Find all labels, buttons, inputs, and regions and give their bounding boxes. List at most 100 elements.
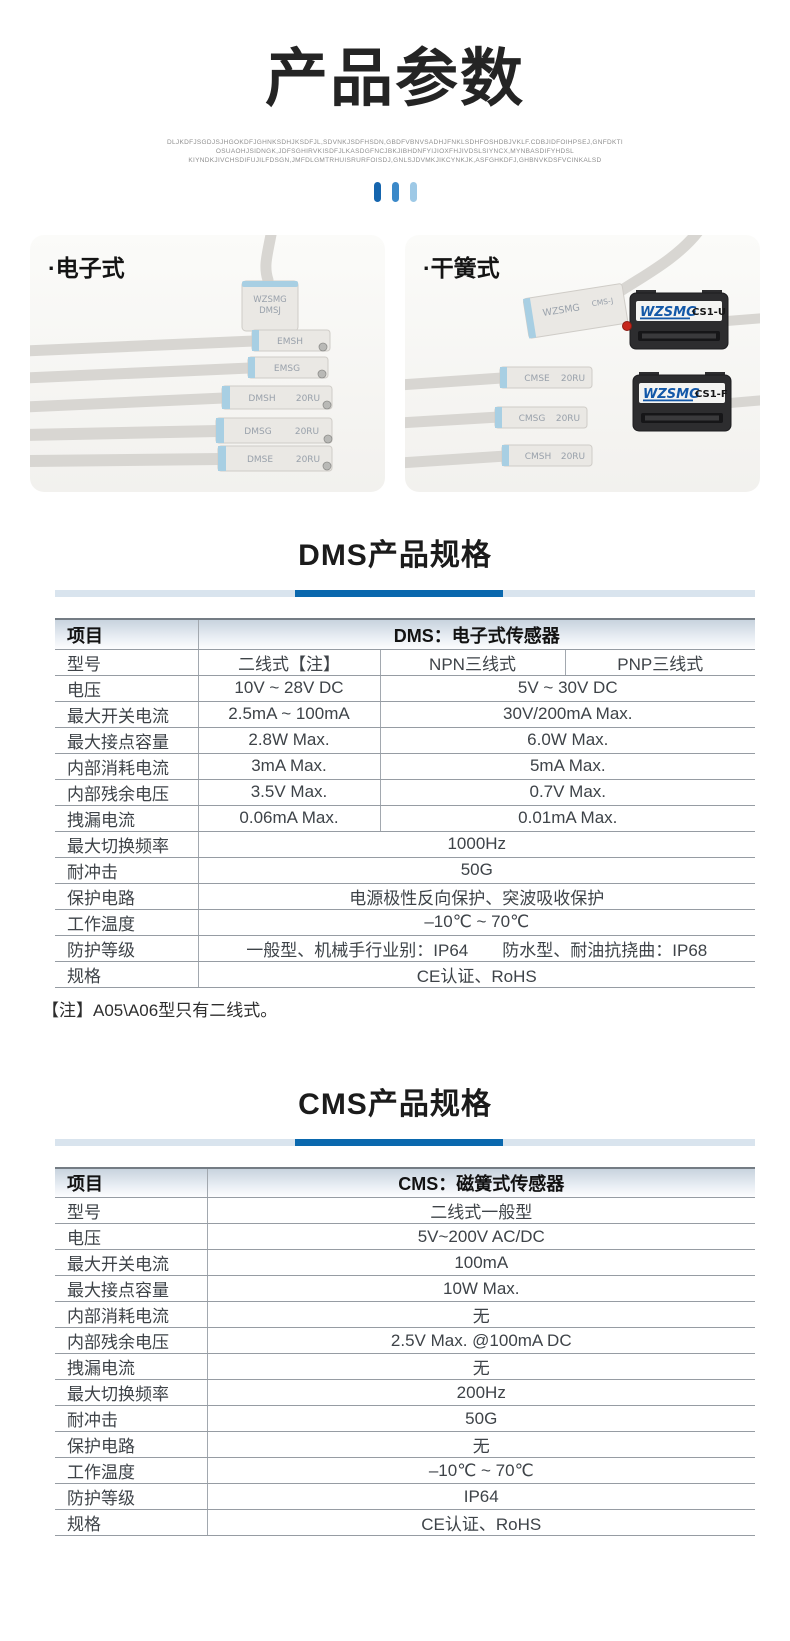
- spec-value: 30V/200mA Max.: [379, 701, 756, 728]
- spec-label: 最大开关电流: [55, 701, 198, 728]
- spec-label: 内部残余电压: [55, 779, 198, 806]
- spec-value: PNP三线式: [564, 649, 756, 676]
- spec-header-product: CMS：磁簧式传感器: [206, 1167, 755, 1199]
- spec-value: 2.5mA ~ 100mA: [197, 701, 380, 728]
- spec-value: NPN三线式: [379, 649, 565, 676]
- sensor-model-label: DMSE: [247, 455, 273, 465]
- spec-value: 100mA: [206, 1249, 755, 1277]
- spec-row: 型号 二线式一般型: [55, 1197, 755, 1225]
- spec-row: 规格 CE认证、RoHS: [55, 1509, 755, 1537]
- spec-value: 3mA Max.: [197, 753, 380, 780]
- spec-row: 内部残余电压 3.5V Max. 0.7V Max.: [55, 779, 756, 806]
- cms-spec-table: 项目 CMS：磁簧式传感器 型号 二线式一般型 电压 5V~200V AC/DC 最大开关电…: [55, 1166, 755, 1537]
- screw-icon: [318, 342, 328, 352]
- spec-value: 二线式一般型: [206, 1197, 755, 1225]
- sensor-model-label: CMSG: [519, 414, 546, 424]
- cable: [405, 372, 508, 391]
- spec-label: 工作温度: [55, 1457, 207, 1485]
- tagline-line-1: DLJKDFJSGDJSJHGOKDFJGHNKSDHJKSDFJL,SDVNK…: [167, 139, 623, 147]
- spec-value: 5V ~ 30V DC: [379, 675, 756, 702]
- spec-row: 型号 二线式【注】 NPN三线式 PNP三线式: [55, 649, 756, 676]
- sensor-emsh: EMSH: [251, 329, 331, 352]
- dms-footnote: 【注】A05\A06型只有二线式。: [42, 1000, 278, 1020]
- sensor-dmse: DMSE 20RU: [217, 445, 333, 472]
- spec-label: 内部消耗电流: [55, 1301, 207, 1329]
- spec-value: –10℃ ~ 70℃: [206, 1457, 755, 1485]
- spec-value: 0.01mA Max.: [379, 805, 756, 832]
- spec-label: 最大开关电流: [55, 1249, 207, 1277]
- sensor-dmsh: DMSH 20RU: [221, 385, 333, 410]
- sensor-size-label: 20RU: [561, 374, 585, 384]
- spec-label: 拽漏电流: [55, 805, 198, 832]
- spec-row: 最大切换频率 200Hz: [55, 1379, 755, 1407]
- sensor-model-label: CMS-J: [591, 296, 614, 308]
- spec-header-product: DMS：电子式传感器: [197, 619, 756, 650]
- spec-row: 最大接点容量 10W Max.: [55, 1275, 755, 1303]
- spec-value: 无: [206, 1353, 755, 1381]
- spec-value: 2.5V Max. @100mA DC: [206, 1327, 755, 1355]
- sensor-cmse: CMSE 20RU: [499, 366, 593, 389]
- cable: [725, 395, 760, 409]
- sensor-model-label: DMSH: [248, 394, 275, 404]
- accent-dot-icon: [391, 182, 399, 203]
- spec-row: 保护电路无: [55, 1431, 755, 1459]
- sensor-model-label: CMSH: [525, 452, 552, 462]
- spec-value: 5V~200V AC/DC: [206, 1223, 755, 1251]
- section-divider: [55, 590, 755, 598]
- spec-value: 6.0W Max.: [379, 727, 756, 754]
- spec-label: 防护等级: [55, 1483, 207, 1511]
- spec-value: 200Hz: [206, 1379, 755, 1407]
- cable: [30, 335, 260, 357]
- spec-row: 工作温度 –10℃ ~ 70℃: [55, 909, 756, 936]
- led-indicator: [622, 321, 632, 332]
- sensor-size-label: 20RU: [561, 452, 585, 462]
- spec-label: 最大接点容量: [55, 727, 198, 754]
- sensor-dmsj: WZSMG DMSJ: [241, 280, 299, 332]
- section-divider-accent: [295, 1138, 503, 1146]
- spec-value: 50G: [197, 857, 756, 884]
- spec-value: 5mA Max.: [379, 753, 756, 780]
- spec-header-item: 项目: [55, 619, 198, 650]
- photo-reed-type: ·干簧式 WZSMG CMS-J: [405, 235, 760, 493]
- spec-label: 防护等级: [55, 935, 198, 962]
- accent-dots: [0, 182, 790, 203]
- electronic-sensors-illustration: WZSMG DMSJ EMSH EMSG: [30, 235, 333, 472]
- spec-value: 一般型、机械手行业别：IP64 防水型、耐油抗挠曲：IP68: [197, 935, 756, 962]
- spec-label: 型号: [55, 1197, 207, 1225]
- photo-label-electronic: ·电子式: [48, 255, 125, 282]
- spec-value: 1000Hz: [197, 831, 756, 858]
- cable: [30, 392, 230, 413]
- spec-label: 规格: [55, 961, 198, 988]
- spec-label: 最大切换频率: [55, 831, 198, 858]
- sensor-model-label: DMSG: [244, 427, 271, 437]
- spec-value: 3.5V Max.: [197, 779, 380, 806]
- spec-header-row: 项目 CMS：磁簧式传感器: [55, 1167, 755, 1199]
- sensor-model-label: DMSJ: [259, 306, 281, 316]
- spec-row: 防护等级 IP64: [55, 1483, 755, 1511]
- sensor-cmsj: WZSMG CMS-J: [522, 283, 629, 339]
- sensor-model-label: CS1-U: [692, 307, 726, 318]
- spec-value: 二线式【注】: [197, 649, 380, 676]
- spec-label: 电压: [55, 675, 198, 702]
- spec-value: 10W Max.: [206, 1275, 755, 1303]
- page-title: 产品参数: [265, 44, 525, 114]
- spec-row: 耐冲击 50G: [55, 857, 756, 884]
- sensor-size-label: 20RU: [296, 394, 320, 404]
- screw-icon: [323, 434, 333, 444]
- spec-label: 规格: [55, 1509, 207, 1537]
- spec-label: 最大接点容量: [55, 1275, 207, 1303]
- spec-label: 电压: [55, 1223, 207, 1251]
- cable: [30, 453, 226, 468]
- spec-value: IP64: [206, 1483, 755, 1511]
- spec-value: –10℃ ~ 70℃: [197, 909, 756, 936]
- spec-row: 最大开关电流 2.5mA ~ 100mA 30V/200mA Max.: [55, 701, 756, 728]
- sensor-brand-label: WZSMG: [253, 295, 287, 305]
- spec-value: 0.7V Max.: [379, 779, 756, 806]
- spec-label: 内部消耗电流: [55, 753, 198, 780]
- product-photo-gallery: ·电子式 WZSMG DMSJ: [30, 235, 760, 493]
- accent-dot-icon: [409, 182, 417, 203]
- sensor-cmsh: CMSH 20RU: [501, 444, 593, 467]
- spec-row: 保护电路 电源极性反向保护、突波吸收保护: [55, 883, 756, 910]
- dms-spec-table: 项目 DMS：电子式传感器 型号 二线式【注】 NPN三线式 PNP三线式 电压 10V ~ …: [55, 618, 756, 988]
